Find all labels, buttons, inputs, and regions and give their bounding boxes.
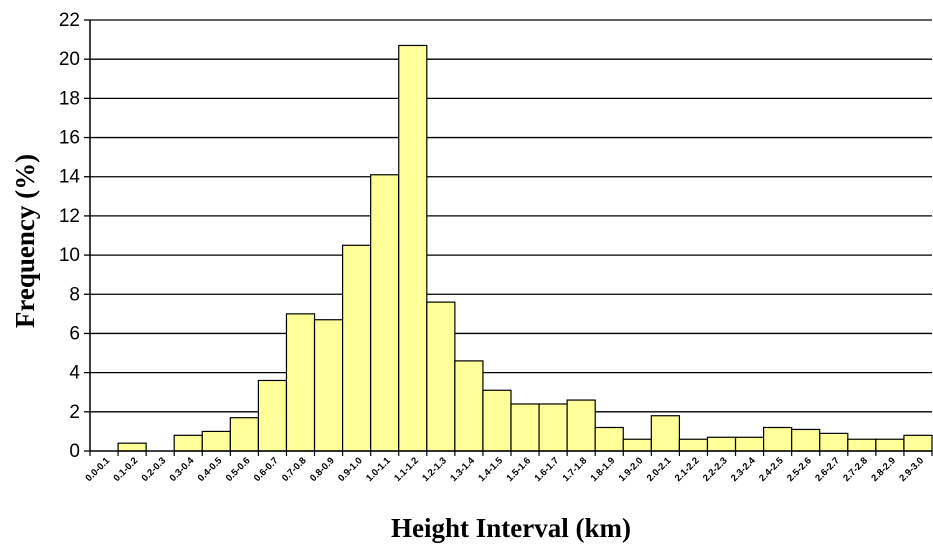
y-tick-label: 0 [69,441,80,462]
x-tick-label: 1.7-1.8 [561,455,590,484]
y-axis-title: Frequency (%) [10,154,40,328]
y-tick-label: 20 [59,49,80,70]
bar-2.5-2.6 [791,428,821,452]
x-tick-label: 2.3-2.4 [729,455,758,484]
bar-0.6-0.7 [257,379,288,452]
y-tick-label: 8 [69,284,80,305]
bar-1.4-1.5 [482,389,512,452]
x-tick-label: 1.3-1.4 [448,455,477,484]
y-tick-label: 10 [59,245,80,266]
bar-0.7-0.8 [285,313,316,452]
x-tick-label: 1.1-1.2 [392,455,421,484]
bar-0.1-0.2 [117,442,147,452]
x-tick-label: 0.0-0.1 [83,455,112,484]
bar-0.4-0.5 [201,430,231,452]
x-tick-label: 0.8-0.9 [308,455,337,484]
x-tick-label: 1.5-1.6 [504,455,533,484]
x-tick-label: 0.2-0.3 [140,455,169,484]
y-tick-label: 22 [59,10,80,31]
y-tick-label: 4 [69,363,80,384]
bar-2.8-2.9 [875,438,905,452]
x-tick-label: 2.0-2.1 [645,455,674,484]
x-tick-label: 0.6-0.7 [252,455,281,484]
bar-1.7-1.8 [566,399,596,452]
bar-2.0-2.1 [650,415,680,452]
axes [84,19,933,456]
y-tick-label: 12 [59,206,80,227]
x-axis-title: Height Interval (km) [391,513,631,543]
x-tick-label: 0.7-0.8 [280,455,309,484]
x-tick-label: 0.4-0.5 [196,455,225,484]
x-tick-label: 0.1-0.2 [112,455,141,484]
y-tick-label: 14 [59,167,81,188]
bar-1.2-1.3 [426,301,456,452]
bar-1.5-1.6 [510,403,540,452]
x-tick-label: 1.2-1.3 [420,455,449,484]
bar-2.3-2.4 [734,436,765,452]
x-tick-label: 0.9-1.0 [336,455,365,484]
x-tick-label: 2.4-2.5 [757,455,786,484]
x-tick-label: 2.2-2.3 [701,455,730,484]
x-tick-label: 2.5-2.6 [785,455,814,484]
bar-2.4-2.5 [762,426,793,452]
y-tick-label: 6 [69,323,80,344]
x-tick-label: 2.7-2.8 [841,455,870,484]
bar-2.1-2.2 [678,438,709,452]
x-tick-label: 1.9-2.0 [617,455,646,484]
x-tick-label: 2.9-3.0 [897,455,926,484]
bar-2.9-3.0 [903,434,933,452]
bar-0.3-0.4 [173,434,203,452]
bar-2.2-2.3 [706,436,737,452]
x-tick-label: 1.8-1.9 [589,455,618,484]
bar-1.3-1.4 [454,360,484,452]
y-tick-labels: 0 2 4 6 8 10 12 14 16 18 20 22 [59,10,81,462]
bar-0.9-1.0 [342,244,372,452]
x-tick-label: 2.8-2.9 [869,455,898,484]
x-tick-label: 0.5-0.6 [224,455,253,484]
x-tick-label: 1.4-1.5 [476,455,505,484]
bar-0.5-0.6 [229,417,259,452]
bar-1.6-1.7 [538,403,568,452]
y-tick-label: 18 [59,88,80,109]
y-tick-label: 16 [59,128,80,149]
bar-1.1-1.2 [398,44,428,452]
bar-0.8-0.9 [313,319,344,452]
x-tick-label: 2.1-2.2 [673,455,702,484]
bars [117,44,933,452]
bar-1.8-1.9 [594,426,624,452]
bar-1.9-2.0 [622,438,652,452]
gridlines [90,19,932,413]
x-tick-labels: 0.0-0.1 0.1-0.2 0.2-0.3 0.3-0.4 0.4-0.5 0.5-0… [83,455,926,484]
bar-1.0-1.1 [370,174,400,452]
x-tick-label: 1.0-1.1 [364,455,393,484]
x-tick-label: 2.6-2.7 [813,455,842,484]
x-tick-label: 1.6-1.7 [533,455,562,484]
x-tick-label: 0.3-0.4 [168,455,197,484]
bar-2.7-2.8 [847,438,877,452]
bar-2.6-2.7 [819,432,849,452]
y-tick-label: 2 [69,402,80,423]
